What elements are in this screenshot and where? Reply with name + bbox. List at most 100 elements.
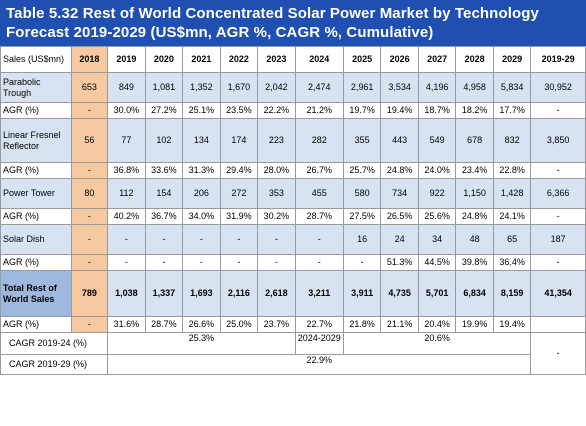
row-label: Parabolic Trough	[0, 72, 72, 103]
table-cell: 30.0%	[107, 102, 146, 119]
cagr-2019-29-label: CAGR 2019-29 (%)	[0, 354, 109, 375]
table-cell: 40.2%	[107, 208, 146, 225]
table-cell: -	[107, 254, 146, 271]
table-cell: 29.4%	[219, 162, 259, 179]
table-cell: 2,116	[219, 270, 259, 317]
table-cell: 19.7%	[342, 102, 382, 119]
table-cell: 3,850	[530, 118, 586, 163]
table-cell: 25.7%	[342, 162, 382, 179]
cagr-row-2019-29: CAGR 2019-29 (%) 22.9%	[0, 354, 586, 375]
table-cell: 22.8%	[492, 162, 532, 179]
header-cell: 2024	[294, 46, 344, 73]
table-cell: 734	[380, 178, 419, 209]
table-cell: 41,354	[530, 270, 586, 317]
agr-row: AGR (%) -40.2% 36.7% 34.0% 31.9% 30.2% 28.7% 27…	[0, 208, 586, 225]
table-cell: 355	[342, 118, 382, 163]
row-label: AGR (%)	[0, 254, 72, 271]
table-cell: -	[182, 224, 221, 255]
table-cell: -	[70, 102, 109, 119]
table-cell: 206	[182, 178, 221, 209]
table-cell: 18.7%	[417, 102, 457, 119]
table-cell: -	[70, 316, 109, 333]
cagr-2019-24-label: CAGR 2019-24 (%)	[0, 332, 109, 355]
table-cell: 443	[380, 118, 419, 163]
table-cell: 272	[219, 178, 259, 209]
table-cell: 3,534	[380, 72, 419, 103]
table-cell: 922	[417, 178, 457, 209]
table-cell: -	[294, 254, 344, 271]
table-cell: 26.7%	[294, 162, 344, 179]
header-cell: Sales (US$mn)	[0, 46, 72, 73]
table-cell: -	[530, 162, 586, 179]
header-cell: 2019-29	[530, 46, 586, 73]
table-cell: 353	[257, 178, 296, 209]
row-label: Linear Fresnel Reflector	[0, 118, 72, 163]
table-cell: 22.2%	[257, 102, 296, 119]
table-cell: 21.8%	[342, 316, 382, 333]
cagr-section: CAGR 2019-24 (%) 25.3% 2024-2029 20.6% -…	[0, 332, 586, 375]
table-cell	[530, 316, 586, 333]
row-label: Total Rest of World Sales	[0, 270, 72, 317]
table-cell: 3,211	[294, 270, 344, 317]
market-table: Sales (US$mn) 2018 2019 2020 2021 2022 2…	[0, 46, 586, 375]
table-row: Parabolic Trough 653 849 1,081 1,352 1,670 2,0…	[0, 72, 586, 103]
table-cell: -	[257, 254, 296, 271]
table-cell: 6,834	[455, 270, 494, 317]
table-cell: 20.4%	[417, 316, 457, 333]
agr-row: AGR (%) -31.6% 28.7% 26.6% 25.0% 23.7% 22.7% 21…	[0, 316, 586, 333]
header-row: Sales (US$mn) 2018 2019 2020 2021 2022 2…	[0, 46, 586, 73]
table-cell: 80	[70, 178, 109, 209]
table-cell: 30,952	[530, 72, 586, 103]
table-cell: -	[530, 208, 586, 225]
table-cell: 8,159	[492, 270, 532, 317]
table-cell: 1,693	[182, 270, 221, 317]
table-cell: 25.1%	[182, 102, 221, 119]
table-cell: 154	[144, 178, 184, 209]
agr-row: AGR (%) - - - - - - - -51.3% 44.5% 39.8% 36.4% -	[0, 254, 586, 271]
table-cell: 3,911	[342, 270, 382, 317]
row-label: Solar Dish	[0, 224, 72, 255]
table-cell: 1,150	[455, 178, 494, 209]
table-cell: 24.8%	[380, 162, 419, 179]
agr-row: AGR (%) -30.0% 27.2% 25.1% 23.5% 22.2% 21.2% 19…	[0, 102, 586, 119]
header-cell: 2018	[70, 46, 109, 73]
table-cell: 33.6%	[144, 162, 184, 179]
agr-row: AGR (%) -36.8% 33.6% 31.3% 29.4% 28.0% 26.7% 25…	[0, 162, 586, 179]
table-cell: 134	[182, 118, 221, 163]
table-cell: 24.8%	[455, 208, 494, 225]
table-cell: 31.3%	[182, 162, 221, 179]
table-cell: -	[530, 102, 586, 119]
table-cell: 849	[107, 72, 146, 103]
table-cell: 455	[294, 178, 344, 209]
table-cell: 5,834	[492, 72, 532, 103]
table-cell: 23.5%	[219, 102, 259, 119]
table-cell: 48	[455, 224, 494, 255]
table-cell: -	[70, 208, 109, 225]
table-cell: 24	[380, 224, 419, 255]
table-row: Solar Dish - - - - - - -16 24 34 48 65 187	[0, 224, 586, 255]
table-cell: 102	[144, 118, 184, 163]
header-cell: 2029	[492, 46, 532, 73]
table-cell: -	[70, 254, 109, 271]
table-cell: 4,196	[417, 72, 457, 103]
table-body: Sales (US$mn) 2018 2019 2020 2021 2022 2…	[0, 46, 586, 333]
table-cell: 28.0%	[257, 162, 296, 179]
table-cell: 19.9%	[455, 316, 494, 333]
header-cell: 2028	[455, 46, 494, 73]
table-cell: 832	[492, 118, 532, 163]
table-cell: 27.5%	[342, 208, 382, 225]
table-cell: 19.4%	[380, 102, 419, 119]
table-cell: -	[144, 254, 184, 271]
row-label: Power Tower	[0, 178, 72, 209]
table-cell: -	[107, 224, 146, 255]
cagr-2019-24-value: 25.3%	[107, 332, 296, 355]
cagr-row-2019-24: CAGR 2019-24 (%) 25.3% 2024-2029 20.6% -	[0, 332, 586, 375]
table-cell: 77	[107, 118, 146, 163]
table-cell: 30.2%	[257, 208, 296, 225]
table-cell: 28.7%	[144, 316, 184, 333]
table-cell: 26.6%	[182, 316, 221, 333]
table-row: Power Tower 80 112 154 206 272 353 455 580 734 922…	[0, 178, 586, 209]
table-cell: 187	[530, 224, 586, 255]
table-cell: 44.5%	[417, 254, 457, 271]
table-cell: 223	[257, 118, 296, 163]
